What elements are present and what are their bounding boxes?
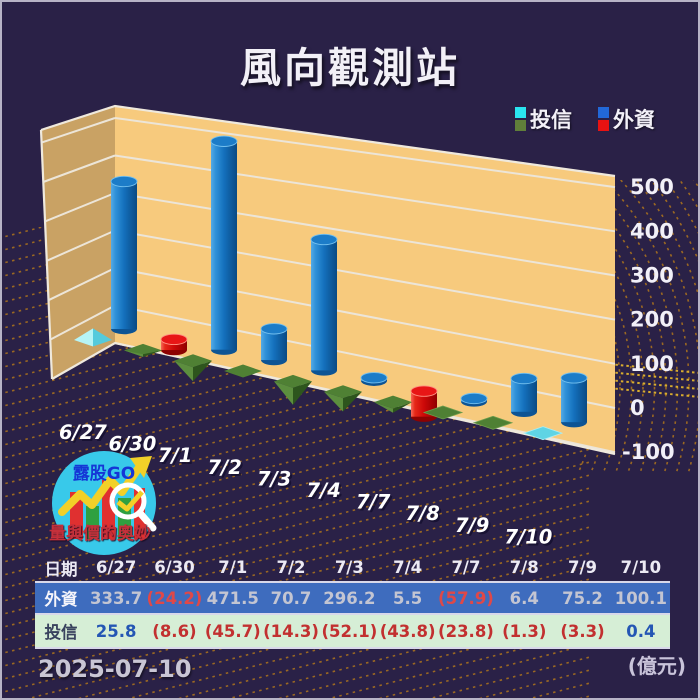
svg-text:6/30: 6/30 [109, 433, 157, 456]
table-header-row: 日期 6/27 6/30 7/1 7/2 7/3 7/4 7/7 7/8 7/9 7/10 [35, 554, 670, 581]
table-header-cell: 7/8 [509, 558, 539, 577]
table-cell: 5.5 [393, 588, 423, 608]
table-cell: 100.1 [614, 588, 667, 608]
table-header-cell: 7/4 [393, 558, 423, 577]
table-header-cell: 7/2 [276, 558, 306, 577]
svg-text:7/7: 7/7 [358, 493, 393, 516]
svg-text:100: 100 [630, 352, 674, 376]
svg-text:7/1: 7/1 [160, 446, 194, 469]
table-cell: 333.7 [90, 588, 143, 608]
trust-swatch [515, 107, 526, 131]
table-header-cell: 6/27 [95, 558, 137, 577]
table-row-label: 投信 [44, 623, 78, 642]
footer-date: 2025-07-10 [38, 655, 192, 683]
table-cell: (3.3) [560, 621, 605, 641]
svg-text:7/3: 7/3 [257, 467, 291, 490]
table-cell: 25.8 [95, 621, 137, 641]
logo-caption: 量與價的奧妙 [49, 524, 151, 544]
table-header-cell: 7/7 [451, 558, 481, 577]
svg-text:7/8: 7/8 [406, 502, 440, 525]
table-header-cell: 7/1 [218, 558, 248, 577]
table-header-cell: 7/3 [334, 558, 364, 577]
svg-text:7/10: 7/10 [505, 525, 553, 548]
svg-text:500: 500 [630, 175, 674, 199]
svg-text:7/4: 7/4 [309, 481, 343, 504]
svg-text:6/30: 6/30 [111, 435, 159, 458]
data-table: 日期 6/27 6/30 7/1 7/2 7/3 7/4 7/7 7/8 7/9 7/10 外資 333… [35, 554, 670, 649]
svg-text:-100: -100 [622, 440, 675, 464]
y-axis-labels: 500 400 300 200 100 0 -100 [622, 175, 675, 464]
table-cell: (14.3) [263, 621, 319, 641]
svg-text:400: 400 [630, 219, 674, 243]
table-cell: (52.1) [321, 621, 378, 641]
svg-text:7/9: 7/9 [455, 514, 489, 537]
table-cell: 6.4 [509, 588, 539, 608]
legend-label-foreign: 外資 [613, 108, 655, 132]
svg-text:7/4: 7/4 [307, 479, 341, 502]
table-header-cell: 7/10 [620, 558, 662, 577]
table-cell: (43.8) [379, 621, 436, 641]
svg-text:200: 200 [630, 308, 674, 332]
table-cell: (1.3) [502, 621, 547, 641]
table-header-cell: 6/30 [154, 558, 195, 577]
table-cell: (23.8) [438, 621, 494, 641]
table-cell: (8.6) [152, 621, 197, 641]
table-row-label: 外資 [44, 590, 78, 609]
svg-text:7/2: 7/2 [210, 458, 244, 481]
svg-text:7/1: 7/1 [158, 444, 192, 467]
table-row-trust: 投信 25.8 (8.6) (45.7) (14.3) (52.1) (43.8) (23.8… [35, 615, 670, 649]
x-axis-date-labels: 6/276/276/306/307/17/17/27/27/37/37/47/4… [59, 421, 554, 550]
page-title: 風向觀測站 [240, 44, 460, 92]
trust-pyramid-bars [74, 328, 564, 441]
svg-text:0: 0 [630, 396, 645, 420]
table-header-label: 日期 [44, 559, 78, 579]
table-cell: (45.7) [204, 621, 261, 641]
logo-magnifier-icon [109, 482, 157, 532]
legend-label-trust: 投信 [530, 108, 572, 132]
svg-text:7/9: 7/9 [457, 516, 491, 539]
table-cell: 70.7 [270, 588, 312, 608]
svg-text:6/27: 6/27 [59, 421, 107, 444]
unit-label: (億元) [627, 654, 686, 678]
brand-logo: 露股GO [52, 451, 157, 555]
svg-text:7/2: 7/2 [208, 456, 242, 479]
table-cell: 471.5 [206, 588, 259, 608]
svg-text:7/8: 7/8 [408, 504, 442, 527]
table-cell: 296.2 [323, 588, 376, 608]
table-header-cell: 7/9 [568, 558, 598, 577]
chart-3d-plot: 5004003002001000-1006/276/276/306/307/17… [39, 104, 675, 550]
table-cell: (57.9) [438, 588, 494, 608]
legend-item-trust: 投信 [515, 104, 572, 134]
foreign-swatch [598, 107, 609, 131]
legend-item-foreign: 外資 [598, 104, 655, 134]
table-row-foreign: 外資 333.7 (24.2) 471.5 70.7 296.2 5.5 (57.9) 6.4 7… [35, 581, 670, 615]
table-cell: 0.4 [626, 621, 656, 641]
table-cell: 75.2 [562, 588, 603, 608]
foreign-cylinder-bars [110, 135, 588, 428]
svg-text:7/10: 7/10 [507, 527, 555, 550]
svg-text:7/3: 7/3 [259, 469, 293, 492]
svg-text:300: 300 [630, 263, 674, 287]
svg-text:6/27: 6/27 [61, 423, 109, 446]
logo-badge-text: 露股GO [73, 464, 135, 484]
legend: 投信 外資 [515, 104, 655, 134]
svg-text:7/7: 7/7 [356, 491, 391, 514]
table-cell: (24.2) [146, 588, 203, 608]
